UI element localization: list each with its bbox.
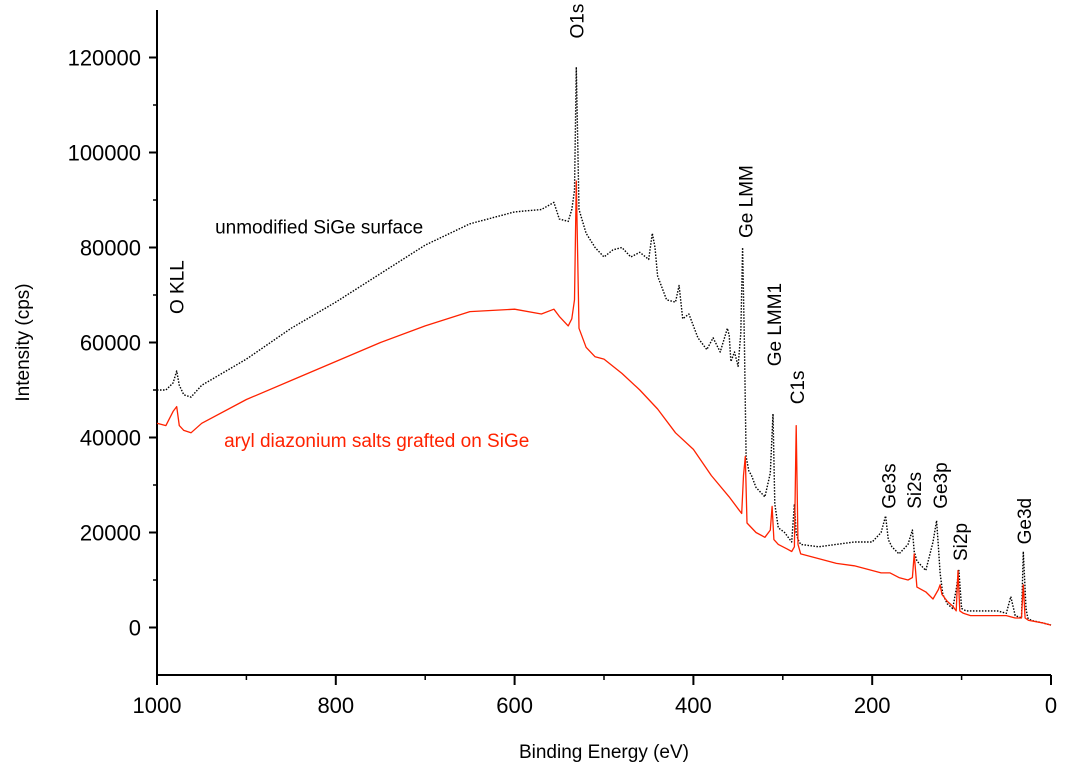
y-axis-title: Intensity (cps): [13, 283, 34, 401]
y-tick-label: 20000: [80, 521, 141, 546]
peak-label: Si2p: [951, 523, 972, 561]
y-tick-label: 100000: [68, 141, 141, 166]
y-tick-label: 80000: [80, 236, 141, 261]
series-line-grafted: [156, 180, 1052, 626]
axes-layer: 0 20000 40000 60000 80000 100000 120000 1000 800…: [68, 10, 1057, 718]
peak-label: Si2s: [905, 472, 926, 509]
x-tick-label: 1000: [133, 693, 182, 718]
y-tick-label: 0: [129, 616, 141, 641]
series-layer: [156, 66, 1052, 626]
peak-label: Ge3s: [879, 463, 900, 508]
series-annotation-unmodified: unmodified SiGe surface: [215, 217, 423, 238]
series-annotation-grafted: aryl diazonium salts grafted on SiGe: [224, 431, 529, 452]
x-axis-title: Binding Energy (eV): [519, 742, 689, 763]
peak-label: Ge3d: [1015, 498, 1036, 544]
x-tick-label: 800: [317, 693, 354, 718]
y-tick-label: 40000: [80, 426, 141, 451]
peak-label: O1s: [567, 4, 588, 39]
x-tick-label: 200: [854, 693, 891, 718]
series-line-unmodified: [157, 66, 1052, 626]
x-tick-label: 400: [675, 693, 712, 718]
peak-label: Ge LMM: [736, 165, 757, 238]
peak-label: O KLL: [168, 260, 189, 314]
y-tick-label: 120000: [68, 46, 141, 71]
y-tick-label: 60000: [80, 331, 141, 356]
x-tick-label: 0: [1045, 693, 1057, 718]
peak-label: Ge3p: [931, 462, 952, 508]
peak-label: C1s: [788, 371, 809, 405]
peak-label: Ge LMM1: [765, 283, 786, 366]
x-tick-label: 600: [496, 693, 533, 718]
